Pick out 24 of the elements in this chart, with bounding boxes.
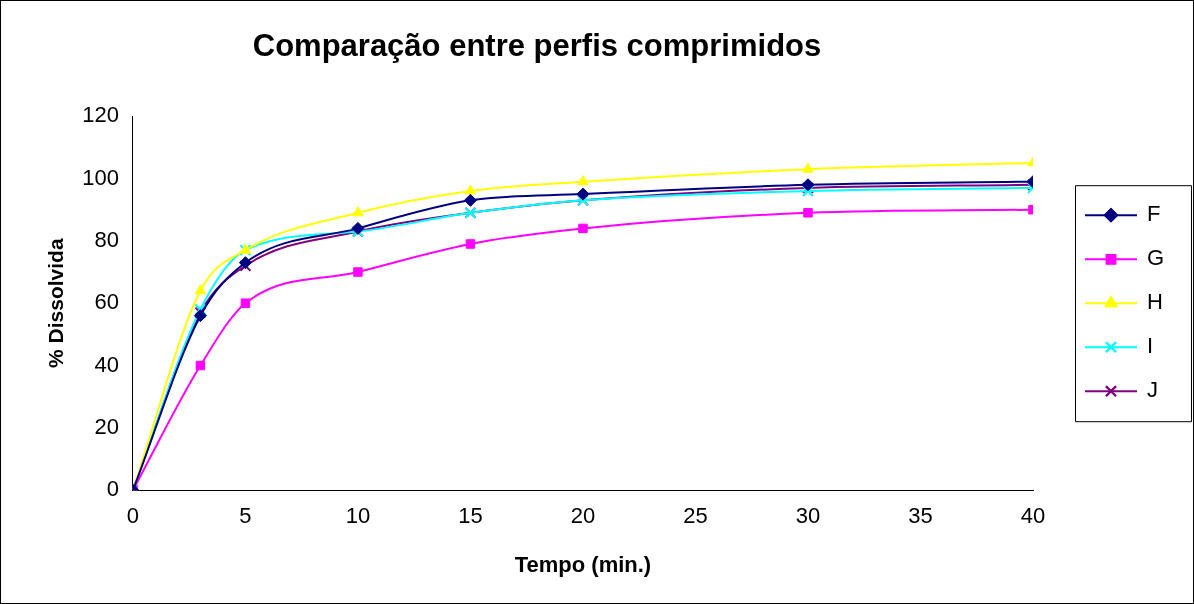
x-tick-label: 25 <box>683 503 708 529</box>
y-tick-label: 80 <box>94 226 119 252</box>
x-tick-label: 35 <box>908 503 933 529</box>
x-tick-label: 15 <box>458 503 483 529</box>
legend-label: G <box>1147 245 1165 271</box>
y-tick-label: 20 <box>94 413 119 439</box>
chart-title: Comparação entre perfis comprimidos <box>252 28 822 64</box>
x-tick-label: 40 <box>1020 503 1046 529</box>
y-tick-label: 100 <box>82 164 119 190</box>
y-tick-label: 120 <box>82 102 119 128</box>
x-tick-label: 0 <box>126 503 140 529</box>
x-tick-label: 5 <box>239 503 252 529</box>
y-tick-label: 0 <box>106 476 119 502</box>
x-axis-title: Tempo (min.) <box>514 551 652 577</box>
x-tick-label: 30 <box>795 503 821 529</box>
legend-label: H <box>1147 289 1163 315</box>
y-axis-title: % Dissolvida <box>44 238 68 368</box>
y-tick-label: 40 <box>94 351 119 377</box>
legend-label: I <box>1147 333 1154 359</box>
y-tick-label: 60 <box>94 289 119 315</box>
x-tick-label: 20 <box>570 503 596 529</box>
legend-label: J <box>1147 377 1158 403</box>
x-tick-label: 10 <box>345 503 371 529</box>
legend-label: F <box>1147 201 1161 227</box>
